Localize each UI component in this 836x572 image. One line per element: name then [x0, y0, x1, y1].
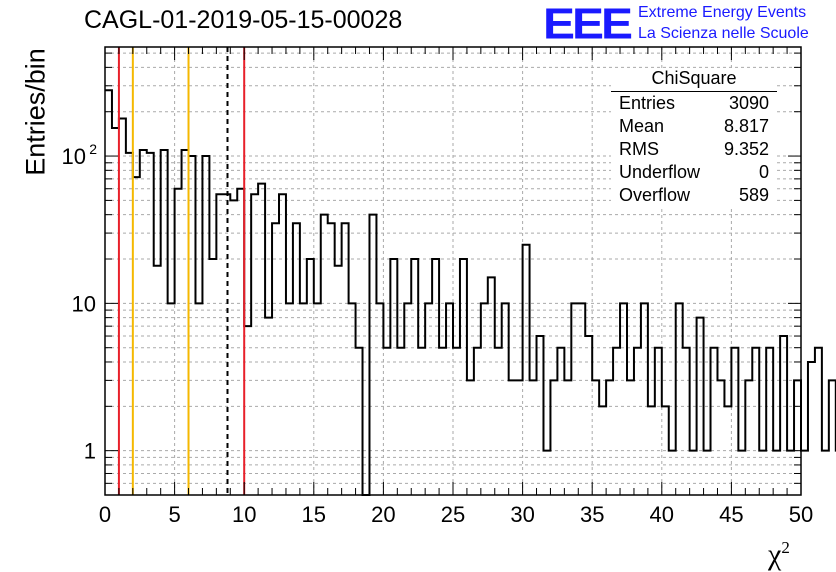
stats-value: 0	[758, 162, 769, 182]
stats-value: 3090	[728, 93, 769, 113]
logo-subtitle-2: La Scienza nelle Scuole	[638, 25, 809, 42]
x-tick-label: 30	[510, 502, 534, 527]
x-tick-label: 40	[650, 502, 674, 527]
x-tick-label: 35	[580, 502, 604, 527]
stats-row: Mean 8.817	[619, 116, 769, 138]
x-tick-label: 10	[232, 502, 256, 527]
stats-box: ChiSquare Entries 3090 Mean 8.817 RMS 9.…	[611, 68, 777, 208]
stats-label: Underflow	[619, 162, 701, 182]
y-tick-label: 10	[72, 291, 96, 316]
stats-title-underline	[611, 91, 777, 92]
x-axis-label-sup: 2	[781, 538, 790, 557]
y-tick-label: 1	[84, 439, 96, 464]
x-tick-label: 50	[789, 502, 813, 527]
stats-row: Entries 3090	[619, 93, 769, 115]
stats-row: Overflow 589	[619, 185, 769, 207]
y-tick-label: 10	[62, 144, 86, 169]
x-tick-label: 0	[99, 502, 111, 527]
histogram-line	[105, 89, 836, 496]
stats-row: Underflow 0	[619, 162, 769, 184]
x-axis-label-text: χ	[768, 538, 782, 571]
stats-label: Mean	[619, 116, 665, 136]
page-title: CAGL-01-2019-05-15-00028	[84, 6, 403, 34]
eee-logo: EEE	[543, 0, 633, 49]
stats-value: 9.352	[723, 139, 769, 159]
stats-label: Overflow	[619, 185, 691, 205]
stats-value: 8.817	[723, 116, 769, 136]
y-axis-label: Entries/bin	[20, 48, 51, 176]
x-tick-label: 20	[371, 502, 395, 527]
stats-row: RMS 9.352	[619, 139, 769, 161]
x-tick-label: 25	[441, 502, 465, 527]
stats-title: ChiSquare	[651, 68, 737, 88]
y-tick-label-sup: 2	[89, 141, 97, 157]
x-tick-label: 5	[168, 502, 180, 527]
stats-value: 589	[738, 185, 769, 205]
stats-label: RMS	[619, 139, 659, 159]
x-tick-label: 15	[302, 502, 326, 527]
stats-label: Entries	[619, 93, 676, 113]
logo-subtitle-1: Extreme Energy Events	[638, 4, 807, 21]
x-tick-label: 45	[719, 502, 743, 527]
x-axis-label: χ2	[768, 538, 790, 572]
